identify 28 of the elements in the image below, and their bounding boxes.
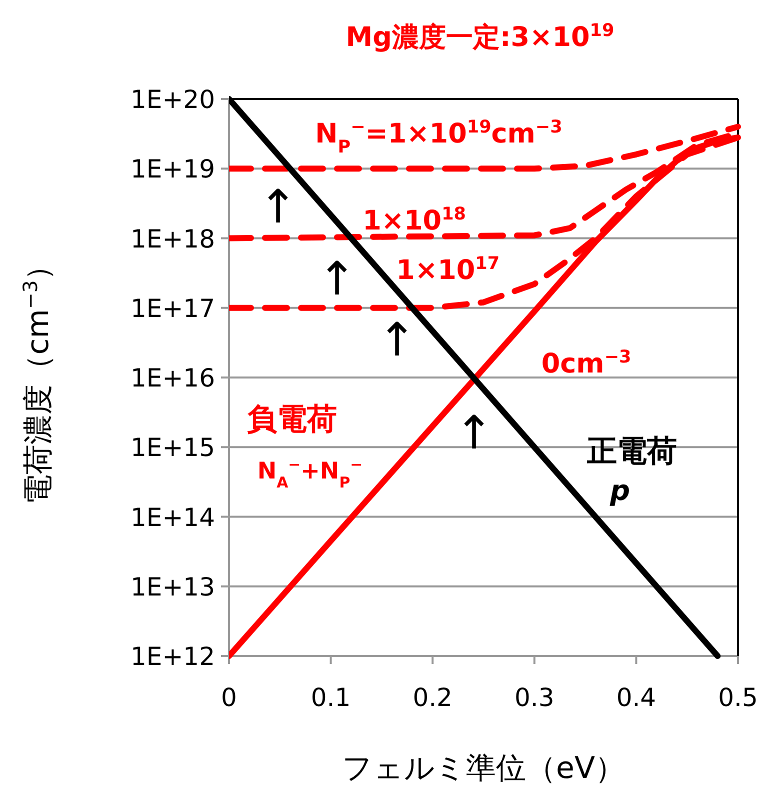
x-tick-label: 0.3	[514, 683, 554, 712]
y-tick-label: 1E+16	[130, 364, 215, 392]
x-tick-label: 0.2	[412, 683, 452, 712]
y-tick-label: 1E+14	[130, 502, 215, 532]
series-label: 1×10$^{18}$	[362, 204, 466, 236]
series-label: 1×10$^{17}$	[396, 254, 500, 286]
y-tick-label: 1E+17	[130, 294, 215, 323]
y-tick-label: 1E+18	[130, 224, 215, 254]
y-tick-label: 1E+12	[130, 642, 215, 671]
annotation: ↑	[454, 406, 494, 460]
x-axis-title: フェルミ準位（eV）	[342, 751, 625, 785]
annotation: 正電荷	[587, 434, 677, 469]
annotation: ↑	[318, 252, 356, 306]
chart-title: Mg濃度一定:3×10$^{19}$	[346, 21, 614, 53]
y-tick-label: 1E+20	[130, 85, 215, 114]
x-tick-label: 0	[221, 683, 237, 712]
annotation: 負電荷	[247, 402, 337, 437]
x-tick-label: 0.5	[718, 683, 758, 712]
x-tick-label: 0.1	[310, 683, 351, 712]
y-tick-label: 1E+13	[130, 572, 215, 602]
y-tick-label: 1E+15	[130, 433, 215, 462]
annotation: ↑	[258, 180, 298, 234]
y-tick-label: 1E+19	[130, 154, 215, 184]
series-label: 0cm$^{−3}$	[541, 347, 632, 380]
series-label: N$_{P}$$^{−}$=1×10$^{19}$cm$^{−3}$	[315, 117, 562, 158]
annotation: p	[610, 474, 630, 508]
x-tick-label: 0.4	[616, 683, 656, 712]
annotation: ↑	[378, 312, 416, 367]
